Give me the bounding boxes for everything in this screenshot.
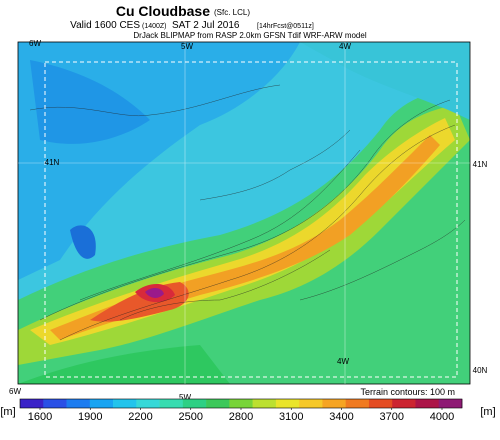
lon-label: 4W — [339, 42, 351, 51]
colorbar-segment — [206, 399, 230, 408]
lat-label: 41N — [45, 158, 60, 167]
colorbar-segment — [322, 399, 346, 408]
lon-label: 5W — [179, 393, 191, 402]
map — [17, 41, 471, 385]
lat-label: 40N — [473, 366, 488, 375]
colorbar-segment — [113, 399, 137, 408]
colorbar-segment — [392, 399, 416, 408]
colorbar-segment — [66, 399, 91, 408]
title-note: (Sfc. LCL) — [214, 8, 250, 17]
lon-label: 6W — [29, 39, 41, 48]
lat-label: 41N — [473, 160, 488, 169]
title: Cu Cloudbase — [116, 3, 210, 19]
colorbar-segment — [368, 399, 393, 408]
model: DrJack BLIPMAP from RASP 2.0km GFSN Tdif… — [133, 31, 366, 40]
colorbar-label: 2800 — [229, 411, 253, 423]
valid-note: (1400Z) — [142, 23, 167, 30]
colorbar-segment — [299, 399, 323, 408]
lon-label: 5W — [181, 42, 193, 51]
colorbar-segment — [89, 399, 114, 408]
colorbar: 1600 1900 2200 2500 2800 3100 3400 3700 4000 — [19, 398, 463, 423]
colorbar-label: 4000 — [430, 411, 454, 423]
colorbar-label: 2500 — [179, 411, 203, 423]
colorbar-label: 1900 — [78, 411, 102, 423]
colorbar-segment — [20, 399, 44, 408]
colorbar-segment — [275, 399, 300, 408]
colorbar-label: 3400 — [329, 411, 353, 423]
colorbar-label: 3100 — [279, 411, 303, 423]
colorbar-segment — [159, 399, 184, 408]
lon-label: 4W — [337, 357, 349, 366]
colorbar-segment — [252, 399, 277, 408]
colorbar-segment — [345, 399, 370, 408]
date: SAT 2 Jul 2016 — [172, 20, 240, 31]
contour-note: Terrain contours: 100 m — [360, 387, 455, 397]
valid: Valid 1600 CES — [70, 20, 140, 31]
colorbar-unit: [m] — [0, 406, 15, 418]
colorbar-label: 3700 — [380, 411, 404, 423]
colorbar-segment — [229, 399, 253, 408]
colorbar-segment — [438, 399, 463, 408]
colorbar-segment — [43, 399, 67, 408]
colorbar-label: 2200 — [128, 411, 152, 423]
colorbar-label: 1600 — [28, 411, 52, 423]
colorbar-unit: [m] — [480, 406, 495, 418]
forecast: [14hrFcst@0511z] — [257, 23, 314, 30]
lon-label: 6W — [9, 387, 21, 396]
colorbar-segment — [136, 399, 160, 408]
colorbar-segment — [415, 399, 440, 408]
colorbar-segment — [182, 399, 207, 408]
